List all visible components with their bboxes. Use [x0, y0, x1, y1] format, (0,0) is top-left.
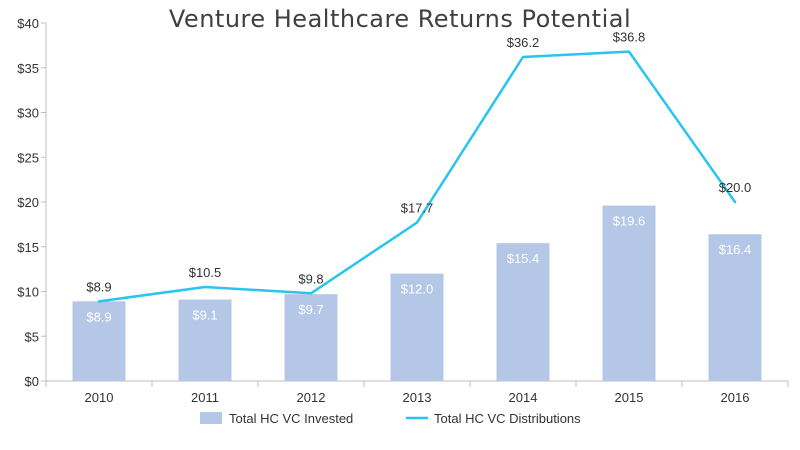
axes: $0 $5 $10 $15 $20 $25 $30 $35 $40 2010 2011 2012 201…	[17, 16, 789, 405]
y-tick-label: $40	[17, 16, 39, 31]
bar	[390, 273, 444, 381]
line-value-label: $36.2	[507, 35, 540, 50]
bar	[72, 301, 126, 381]
line-value-label: $17.7	[401, 201, 434, 216]
x-tick-label: 2014	[509, 390, 538, 405]
distributions-line	[97, 50, 737, 303]
line-series	[97, 50, 737, 303]
line-value-label: $20.0	[719, 180, 752, 195]
y-tick-label: $35	[17, 61, 39, 76]
x-tick-label: 2010	[85, 390, 114, 405]
bar-value-label: $8.9	[86, 309, 111, 324]
legend: Total HC VC Invested Total HC VC Distribu…	[200, 411, 581, 426]
bar	[178, 299, 232, 381]
line-value-label: $10.5	[189, 265, 222, 280]
y-tick-label: $30	[17, 106, 39, 121]
bar	[708, 234, 762, 381]
legend-label-invested: Total HC VC Invested	[229, 411, 353, 426]
bar-value-label: $12.0	[401, 282, 434, 297]
chart-title: Venture Healthcare Returns Potential	[169, 5, 631, 33]
line-value-label: $8.9	[86, 279, 111, 294]
x-tick-label: 2012	[297, 390, 326, 405]
x-tick-label: 2015	[615, 390, 644, 405]
y-tick-label: $10	[17, 285, 39, 300]
legend-swatch-invested	[200, 412, 222, 424]
bar-value-label: $19.6	[613, 214, 646, 229]
y-tick-label: $5	[25, 329, 39, 344]
x-tick-label: 2016	[721, 390, 750, 405]
line-value-label: $9.8	[298, 271, 323, 286]
bar-series	[72, 205, 762, 381]
bar-value-label: $15.4	[507, 251, 540, 266]
x-tick-label: 2013	[403, 390, 432, 405]
line-value-label: $36.8	[613, 30, 646, 45]
bar-value-label: $16.4	[719, 242, 752, 257]
bar	[602, 205, 656, 381]
y-tick-label: $25	[17, 150, 39, 165]
y-tick-label: $0	[25, 374, 39, 389]
bar	[284, 294, 338, 381]
bar-value-label: $9.7	[298, 302, 323, 317]
y-tick-label: $20	[17, 195, 39, 210]
y-tick-label: $15	[17, 240, 39, 255]
bar-value-label: $9.1	[192, 308, 217, 323]
data-labels: $8.9 $9.1 $9.7 $12.0 $15.4 $19.6 $16.4 $8.9 $10.…	[86, 30, 751, 325]
bar	[496, 243, 550, 381]
x-tick-label: 2011	[191, 390, 219, 405]
legend-label-distributions: Total HC VC Distributions	[434, 411, 581, 426]
